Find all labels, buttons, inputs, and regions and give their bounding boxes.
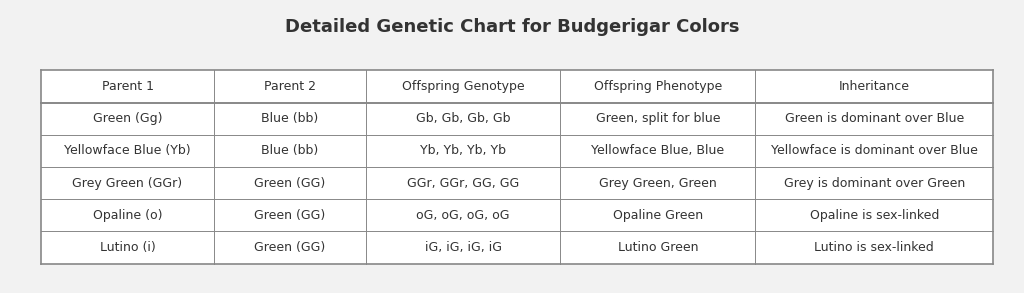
Text: Yellowface is dominant over Blue: Yellowface is dominant over Blue — [771, 144, 978, 157]
Text: Yb, Yb, Yb, Yb: Yb, Yb, Yb, Yb — [420, 144, 506, 157]
Text: Yellowface Blue, Blue: Yellowface Blue, Blue — [591, 144, 724, 157]
FancyBboxPatch shape — [41, 70, 993, 264]
Text: Lutino is sex-linked: Lutino is sex-linked — [814, 241, 934, 254]
Text: oG, oG, oG, oG: oG, oG, oG, oG — [417, 209, 510, 222]
Text: Grey Green (GGr): Grey Green (GGr) — [73, 177, 182, 190]
Text: Parent 1: Parent 1 — [101, 80, 154, 93]
Text: GGr, GGr, GG, GG: GGr, GGr, GG, GG — [407, 177, 519, 190]
Text: Inheritance: Inheritance — [839, 80, 909, 93]
Text: Green (GG): Green (GG) — [254, 209, 326, 222]
Text: Lutino (i): Lutino (i) — [99, 241, 156, 254]
Text: Yellowface Blue (Yb): Yellowface Blue (Yb) — [65, 144, 190, 157]
Text: Parent 2: Parent 2 — [264, 80, 315, 93]
Text: Green, split for blue: Green, split for blue — [596, 112, 720, 125]
Text: Opaline Green: Opaline Green — [612, 209, 702, 222]
Text: Grey is dominant over Green: Grey is dominant over Green — [783, 177, 965, 190]
Text: Opaline (o): Opaline (o) — [93, 209, 162, 222]
Text: iG, iG, iG, iG: iG, iG, iG, iG — [425, 241, 502, 254]
Text: Green (Gg): Green (Gg) — [93, 112, 162, 125]
Text: Lutino Green: Lutino Green — [617, 241, 698, 254]
Text: Green (GG): Green (GG) — [254, 177, 326, 190]
Text: Blue (bb): Blue (bb) — [261, 112, 318, 125]
Text: Blue (bb): Blue (bb) — [261, 144, 318, 157]
Text: Detailed Genetic Chart for Budgerigar Colors: Detailed Genetic Chart for Budgerigar Co… — [285, 18, 739, 35]
Text: Offspring Genotype: Offspring Genotype — [401, 80, 524, 93]
Text: Gb, Gb, Gb, Gb: Gb, Gb, Gb, Gb — [416, 112, 510, 125]
Text: Green (GG): Green (GG) — [254, 241, 326, 254]
Text: Grey Green, Green: Grey Green, Green — [599, 177, 717, 190]
Text: Green is dominant over Blue: Green is dominant over Blue — [784, 112, 964, 125]
Text: Offspring Phenotype: Offspring Phenotype — [594, 80, 722, 93]
Text: Opaline is sex-linked: Opaline is sex-linked — [810, 209, 939, 222]
